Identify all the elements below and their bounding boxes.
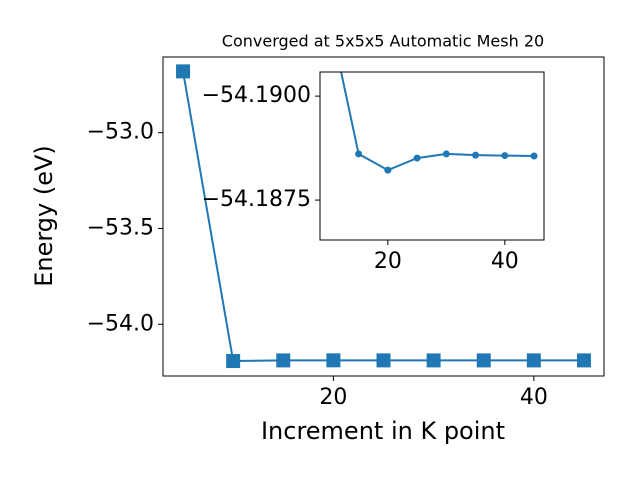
plot-area	[326, 14, 538, 174]
x-tick-label: 40	[491, 249, 519, 274]
point	[176, 64, 191, 79]
point	[413, 154, 421, 162]
y-tick-label: −53.5	[87, 215, 154, 240]
x-tick-label: 20	[319, 385, 347, 410]
y-tick-label: −54.1875	[202, 187, 311, 212]
point	[376, 353, 391, 368]
chart-title: Converged at 5x5x5 Automatic Mesh 20	[222, 32, 544, 51]
y-tick-label: −54.0	[87, 311, 154, 336]
point	[526, 353, 541, 368]
point	[355, 150, 363, 158]
point	[472, 151, 480, 159]
point	[276, 353, 291, 368]
axes-frame	[319, 71, 545, 241]
point	[576, 353, 591, 368]
x-tick-label: 40	[520, 385, 548, 410]
point	[426, 353, 441, 368]
y-axis-label: Energy (eV)	[30, 145, 58, 287]
point	[326, 353, 341, 368]
point	[326, 14, 333, 21]
series-line	[340, 72, 535, 172]
point	[476, 353, 491, 368]
point	[530, 152, 538, 160]
y-tick-label: −54.1900	[202, 83, 311, 108]
y-tick-label: −53.0	[87, 120, 154, 145]
plot-area	[176, 64, 591, 369]
point	[501, 152, 509, 160]
x-axis-label: Increment in K point	[261, 417, 505, 445]
x-tick-label: 20	[374, 249, 402, 274]
point	[384, 166, 392, 174]
point	[442, 150, 450, 158]
point	[226, 354, 241, 369]
axes-frame	[162, 56, 605, 377]
